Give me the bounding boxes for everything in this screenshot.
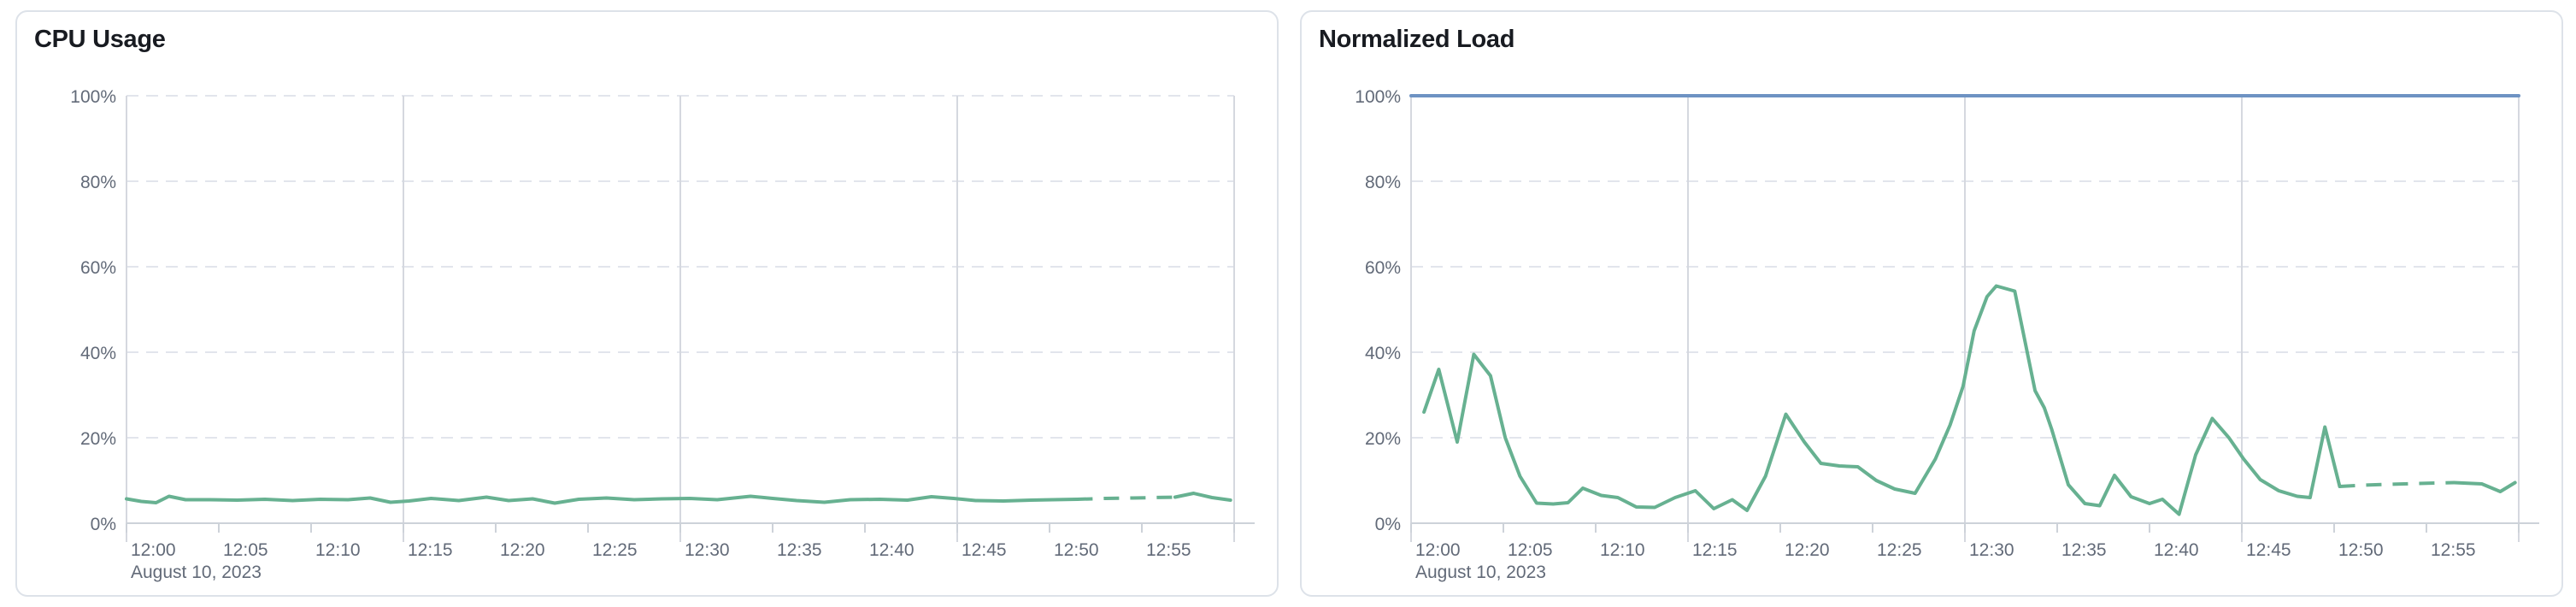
- x-tick-label: 12:00: [1415, 540, 1461, 560]
- y-tick-label: 40%: [1365, 344, 1401, 363]
- x-tick-label: 12:55: [2431, 540, 2476, 560]
- x-tick-label: 12:10: [315, 540, 361, 560]
- x-tick-label: 12:20: [1785, 540, 1830, 560]
- y-tick-label: 60%: [80, 258, 116, 278]
- y-tick-label: 60%: [1365, 258, 1401, 278]
- y-tick-label: 100%: [1355, 87, 1401, 107]
- x-tick-label: 12:00: [131, 540, 176, 560]
- x-tick-label: 12:50: [1054, 540, 1099, 560]
- x-tick-label: 12:25: [592, 540, 638, 560]
- x-tick-label: 12:30: [685, 540, 730, 560]
- normalized-load-line-solid: [2452, 480, 2517, 493]
- x-tick-label: 12:10: [1600, 540, 1645, 560]
- x-tick-label: 12:35: [777, 540, 822, 560]
- x-tick-label: 12:25: [1877, 540, 1922, 560]
- x-tick-label: 12:15: [408, 540, 453, 560]
- panel-normalized-load: Normalized Load 0% 20% 40% 60% 80% 100% 12:00 1…: [1300, 10, 2563, 597]
- x-tick-label: 12:40: [2154, 540, 2199, 560]
- x-tick-label: 12:05: [223, 540, 268, 560]
- x-tick-label: 12:50: [2338, 540, 2384, 560]
- x-tick-label: 12:15: [1692, 540, 1738, 560]
- x-tick-label: 12:45: [962, 540, 1007, 560]
- x-tick-label: 12:20: [500, 540, 545, 560]
- x-tick-label: 12:55: [1146, 540, 1191, 560]
- y-tick-label: 20%: [80, 429, 116, 449]
- x-axis-date-label: August 10, 2023: [131, 563, 262, 582]
- y-tick-label: 100%: [70, 87, 116, 107]
- y-tick-label: 80%: [80, 173, 116, 192]
- normalized-load-line-dashed: [2339, 480, 2455, 488]
- panel-title: CPU Usage: [34, 26, 166, 53]
- panel-title: Normalized Load: [1319, 26, 1515, 53]
- normalized-load-line-solid: [1422, 284, 2342, 516]
- cpu-usage-line-solid: [125, 494, 1079, 505]
- x-tick-label: 12:35: [2061, 540, 2107, 560]
- x-tick-label: 12:05: [1508, 540, 1553, 560]
- y-tick-label: 20%: [1365, 429, 1401, 449]
- y-tick-label: 0%: [1375, 515, 1401, 534]
- x-tick-label: 12:40: [869, 540, 915, 560]
- x-tick-label: 12:45: [2246, 540, 2291, 560]
- cpu-usage-line-dashed: [1077, 495, 1175, 501]
- y-tick-label: 0%: [91, 515, 116, 534]
- x-tick-label: 12:30: [1969, 540, 2014, 560]
- cpu-usage-chart[interactable]: 0% 20% 40% 60% 80% 100% 12:00 12:05 12:10 12:15 12…: [17, 12, 1280, 598]
- y-tick-label: 80%: [1365, 173, 1401, 192]
- cpu-usage-line-solid: [1173, 492, 1232, 502]
- y-tick-label: 40%: [80, 344, 116, 363]
- x-axis-date-label: August 10, 2023: [1415, 563, 1546, 582]
- panel-cpu-usage: CPU Usage 0% 20% 40% 60% 80% 100% 12:00 12:05 12…: [15, 10, 1279, 597]
- normalized-load-chart[interactable]: 0% 20% 40% 60% 80% 100% 12:00 12:05 12:10 12:15 12…: [1302, 12, 2565, 598]
